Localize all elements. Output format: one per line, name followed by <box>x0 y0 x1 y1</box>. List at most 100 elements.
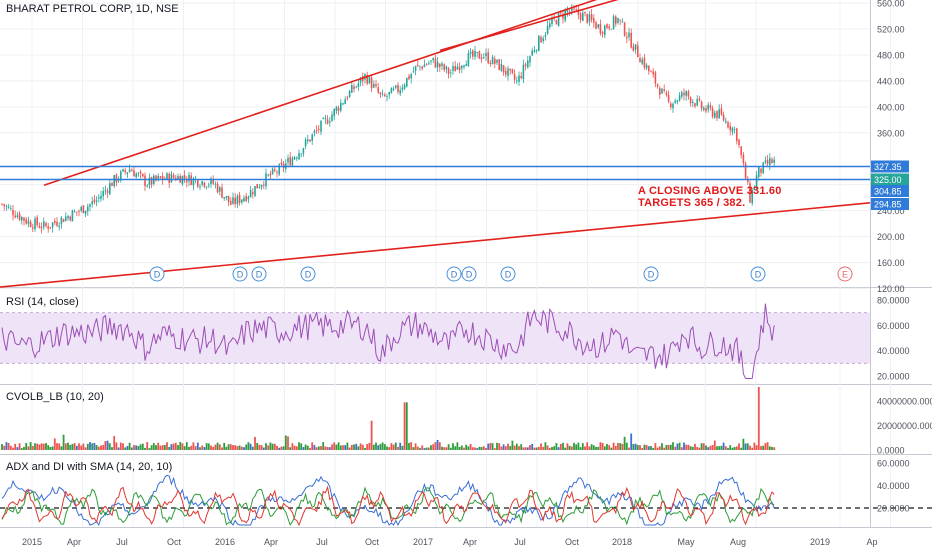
volume-bar <box>702 443 705 450</box>
volume-bar <box>634 443 637 450</box>
volume-bar <box>720 445 723 450</box>
volume-bar <box>163 444 166 450</box>
volume-bar <box>430 445 432 450</box>
candle-body <box>131 170 133 172</box>
candle-body <box>705 108 707 112</box>
volume-bar <box>452 443 454 450</box>
candle-body <box>568 11 571 13</box>
price-tag-label: 325.00 <box>874 175 902 185</box>
price-tick-label: 120.00 <box>877 284 905 294</box>
volume-bar <box>687 444 690 450</box>
candle-body <box>373 84 375 88</box>
candle-body <box>687 91 690 97</box>
volume-bar <box>762 445 765 450</box>
volume-bar <box>388 447 391 450</box>
candle-body <box>133 170 135 177</box>
volume-bar <box>353 444 355 450</box>
volume-bar <box>27 446 30 450</box>
candle-body <box>436 61 439 68</box>
volume-bar <box>339 445 342 450</box>
candle-body <box>293 157 296 160</box>
candle-body <box>172 175 175 178</box>
candle-body <box>579 13 582 20</box>
candle-body <box>645 64 648 69</box>
volume-bar <box>287 436 289 450</box>
volume-bar <box>493 448 496 450</box>
volume-bar <box>639 445 641 450</box>
volume-bar <box>632 444 635 450</box>
candle-body <box>65 216 67 221</box>
candle-body <box>458 66 461 71</box>
candle-body <box>326 119 329 124</box>
dividend-marker <box>500 266 516 282</box>
candle-body <box>32 227 34 229</box>
candle-body <box>188 174 190 182</box>
volume-bar <box>562 442 564 450</box>
volume-bar <box>526 447 529 450</box>
volume-bar <box>102 444 105 450</box>
candle-body <box>375 84 377 87</box>
candle-body <box>177 176 179 180</box>
rsi-tick-label: 60.0000 <box>877 321 910 331</box>
candle-body <box>485 53 487 57</box>
volume-bar <box>141 443 144 450</box>
candle-body <box>51 222 54 228</box>
candle-body <box>168 173 170 183</box>
volume-bar <box>34 443 36 450</box>
candle-body <box>736 128 738 142</box>
time-tick-label: Oct <box>565 537 580 547</box>
candle-body <box>355 86 357 88</box>
volume-bar <box>751 447 754 450</box>
dividend-marker <box>461 266 477 282</box>
candle-body <box>386 96 388 98</box>
candle-body <box>208 184 210 186</box>
volume-bar <box>559 443 562 450</box>
price-tick-label: 440.00 <box>877 76 905 86</box>
volume-bar <box>322 442 325 450</box>
price-tag-box <box>871 160 909 173</box>
price-tag-label: 327.35 <box>874 162 902 172</box>
candle-body <box>276 171 278 173</box>
volume-bar <box>771 446 773 450</box>
time-tick-label: Apr <box>463 537 477 547</box>
volume-bar <box>654 443 657 450</box>
volume-bar <box>727 447 729 450</box>
candle-body <box>414 65 417 71</box>
adx-tick-label: 40.0000 <box>877 481 910 491</box>
volume-bar <box>685 444 688 450</box>
candle-body <box>267 174 269 176</box>
candle-body <box>766 160 769 164</box>
volume-bar <box>313 445 316 450</box>
volume-bar <box>575 444 578 450</box>
volume-bar <box>196 442 199 450</box>
volume-bar <box>757 387 760 450</box>
candle-body <box>236 195 239 205</box>
candle-body <box>313 130 316 133</box>
volume-bar <box>271 443 274 450</box>
rsi-line <box>1 303 775 380</box>
volume-bar <box>645 444 648 450</box>
volume-bar <box>595 446 597 450</box>
candle-body <box>318 128 320 130</box>
candle-body <box>489 62 492 64</box>
volume-bar <box>267 445 270 450</box>
volume-bar <box>696 447 699 450</box>
candle-body <box>524 64 527 67</box>
volume-bar <box>667 444 670 450</box>
candle-body <box>560 12 562 14</box>
candle-body <box>562 14 564 19</box>
volume-bar <box>223 442 226 450</box>
candle-body <box>109 183 111 195</box>
volume-bar <box>680 447 683 450</box>
volume-bar <box>115 442 118 450</box>
volume-bar <box>522 447 525 450</box>
candle-body <box>183 175 186 179</box>
volume-bar <box>414 443 417 450</box>
candle-body <box>771 159 773 164</box>
candle-body <box>322 118 324 120</box>
volume-bar <box>247 442 250 450</box>
volume-bar <box>663 447 666 450</box>
volume-bar <box>401 445 404 450</box>
